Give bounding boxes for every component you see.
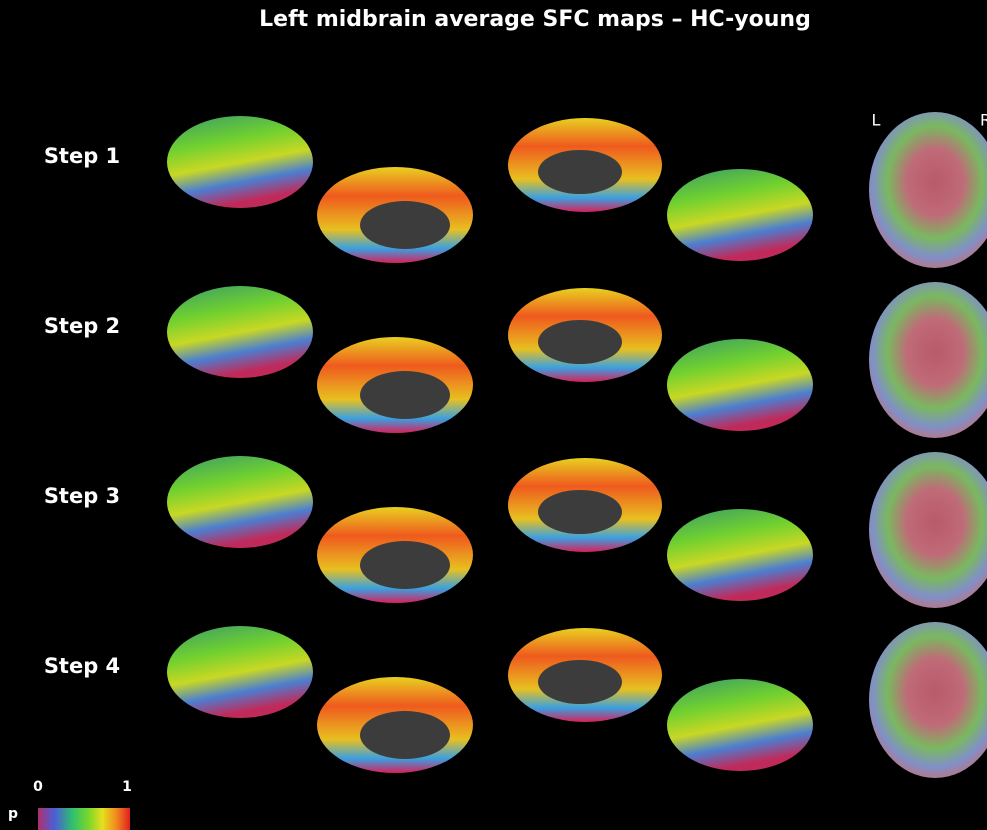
brain-lateral-left xyxy=(167,116,313,208)
row-label: Step 2 xyxy=(44,314,120,338)
colorbar xyxy=(38,808,130,830)
medial-wall xyxy=(538,320,622,364)
brain-axial xyxy=(869,282,987,438)
medial-wall xyxy=(538,490,622,534)
figure: Left midbrain average SFC maps – HC-youn… xyxy=(0,0,987,830)
brain-lateral-right xyxy=(667,169,813,261)
brain-axial xyxy=(869,112,987,268)
row-label: Step 1 xyxy=(44,144,120,168)
title: Left midbrain average SFC maps – HC-youn… xyxy=(259,7,811,32)
medial-wall xyxy=(360,711,450,759)
orientation-left: L xyxy=(872,111,881,130)
brain-axial xyxy=(869,622,987,778)
orientation-right: R xyxy=(980,111,987,130)
brain-lateral-right xyxy=(667,339,813,431)
medial-wall xyxy=(538,660,622,704)
brain-lateral-left xyxy=(167,626,313,718)
medial-wall xyxy=(360,201,450,249)
medial-wall xyxy=(360,371,450,419)
medial-wall xyxy=(538,150,622,194)
colorbar-max: 1 xyxy=(122,779,132,795)
row-label: Step 4 xyxy=(44,654,120,678)
brain-lateral-right xyxy=(667,679,813,771)
brain-lateral-right xyxy=(667,509,813,601)
colorbar-name: p xyxy=(8,806,18,822)
medial-wall xyxy=(360,541,450,589)
brain-lateral-left xyxy=(167,456,313,548)
brain-axial xyxy=(869,452,987,608)
brain-lateral-left xyxy=(167,286,313,378)
colorbar-min: 0 xyxy=(33,779,43,795)
row-label: Step 3 xyxy=(44,484,120,508)
